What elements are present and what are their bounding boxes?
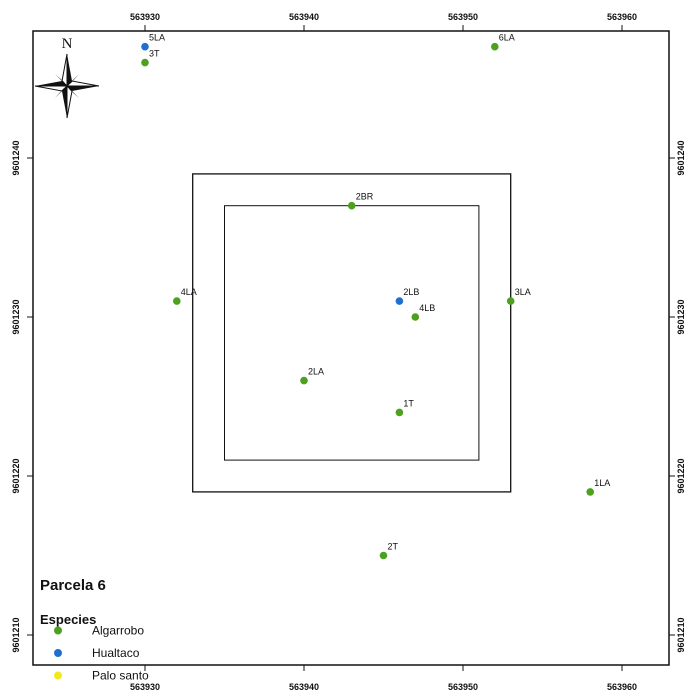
tree-label: 4LB — [419, 303, 435, 313]
y-tick-label-right: 9601240 — [676, 140, 686, 175]
tree-marker[interactable] — [395, 408, 404, 417]
tree-point-2t[interactable]: 2T — [379, 542, 399, 560]
x-tick-label-top: 563940 — [289, 12, 319, 22]
y-tick-label-left: 9601220 — [11, 458, 21, 493]
tree-point-3la[interactable]: 3LA — [506, 287, 531, 305]
tree-point-1la[interactable]: 1LA — [586, 478, 610, 496]
tree-point-5la[interactable]: 5LA — [141, 33, 165, 51]
legend: Algarrobo Hualtaco Palo santo — [54, 624, 149, 683]
tree-label: 1T — [403, 398, 414, 408]
outer-plot-boundary — [192, 173, 512, 493]
y-tick-label-left: 9601240 — [11, 140, 21, 175]
tree-marker[interactable] — [141, 58, 149, 67]
legend-item-hualtaco: Hualtaco — [54, 646, 140, 660]
tree-label: 5LA — [149, 33, 165, 43]
tree-marker[interactable] — [506, 297, 515, 305]
map-title: Parcela 6 — [40, 577, 106, 594]
legend-label: Hualtaco — [92, 646, 140, 660]
legend-label: Palo santo — [92, 669, 149, 683]
tree-point-2la[interactable]: 2LA — [300, 367, 324, 385]
tree-point-2br[interactable]: 2BR — [347, 192, 374, 210]
legend-item-palo-santo: Palo santo — [54, 669, 149, 683]
y-tick-label-right: 9601230 — [676, 299, 686, 334]
x-tick-label-top: 563950 — [448, 12, 478, 22]
tree-point-2lb[interactable]: 2LB — [395, 287, 420, 305]
tree-point-6la[interactable]: 6LA — [491, 33, 515, 51]
tree-point-3t[interactable]: 3T — [141, 49, 160, 67]
tree-label: 2LA — [308, 367, 324, 377]
legend-swatch — [54, 671, 62, 680]
north-arrow-icon — [34, 53, 100, 119]
legend-title: Especies — [40, 612, 96, 627]
tree-label: 1LA — [594, 478, 610, 488]
tree-marker[interactable] — [173, 297, 181, 305]
x-tick-label-top: 563930 — [130, 12, 160, 22]
tree-marker[interactable] — [300, 376, 308, 385]
map-frame — [32, 30, 670, 666]
tree-point-1t[interactable]: 1T — [395, 398, 415, 417]
y-tick-label-left: 9601210 — [11, 617, 21, 652]
tree-label: 3T — [149, 49, 160, 59]
y-tick-label-right: 9601210 — [676, 617, 686, 652]
tree-label: 2BR — [356, 192, 374, 202]
tree-point-4lb[interactable]: 4LB — [411, 303, 436, 321]
y-tick-label-left: 9601230 — [11, 299, 21, 334]
x-tick-label-bottom: 563940 — [289, 682, 319, 692]
tree-marker[interactable] — [347, 201, 356, 210]
y-tick-label-right: 9601220 — [676, 458, 686, 493]
tree-point-4la[interactable]: 4LA — [173, 287, 197, 305]
legend-label: Algarrobo — [92, 624, 144, 638]
coordinate-ticks: 563930 563930 563940 563940 563950 563950 5639… — [11, 12, 686, 692]
north-label: N — [62, 36, 73, 52]
legend-swatch — [54, 626, 62, 635]
x-tick-label-bottom: 563960 — [607, 682, 637, 692]
tree-label: 3LA — [515, 287, 531, 297]
legend-item-algarrobo: Algarrobo — [54, 624, 144, 638]
tree-marker[interactable] — [395, 297, 404, 305]
x-tick-label-bottom: 563930 — [130, 682, 160, 692]
tree-marker[interactable] — [411, 313, 420, 321]
tree-marker[interactable] — [491, 42, 499, 51]
tree-marker[interactable] — [586, 488, 594, 496]
x-tick-label-bottom: 563950 — [448, 682, 478, 692]
x-tick-label-top: 563960 — [607, 12, 637, 22]
tree-label: 2T — [388, 542, 399, 552]
tree-marker[interactable] — [141, 42, 149, 51]
tree-marker[interactable] — [379, 551, 388, 560]
tree-label: 4LA — [181, 287, 197, 297]
legend-swatch — [54, 649, 62, 657]
tree-label: 6LA — [499, 33, 515, 43]
tree-label: 2LB — [403, 287, 419, 297]
